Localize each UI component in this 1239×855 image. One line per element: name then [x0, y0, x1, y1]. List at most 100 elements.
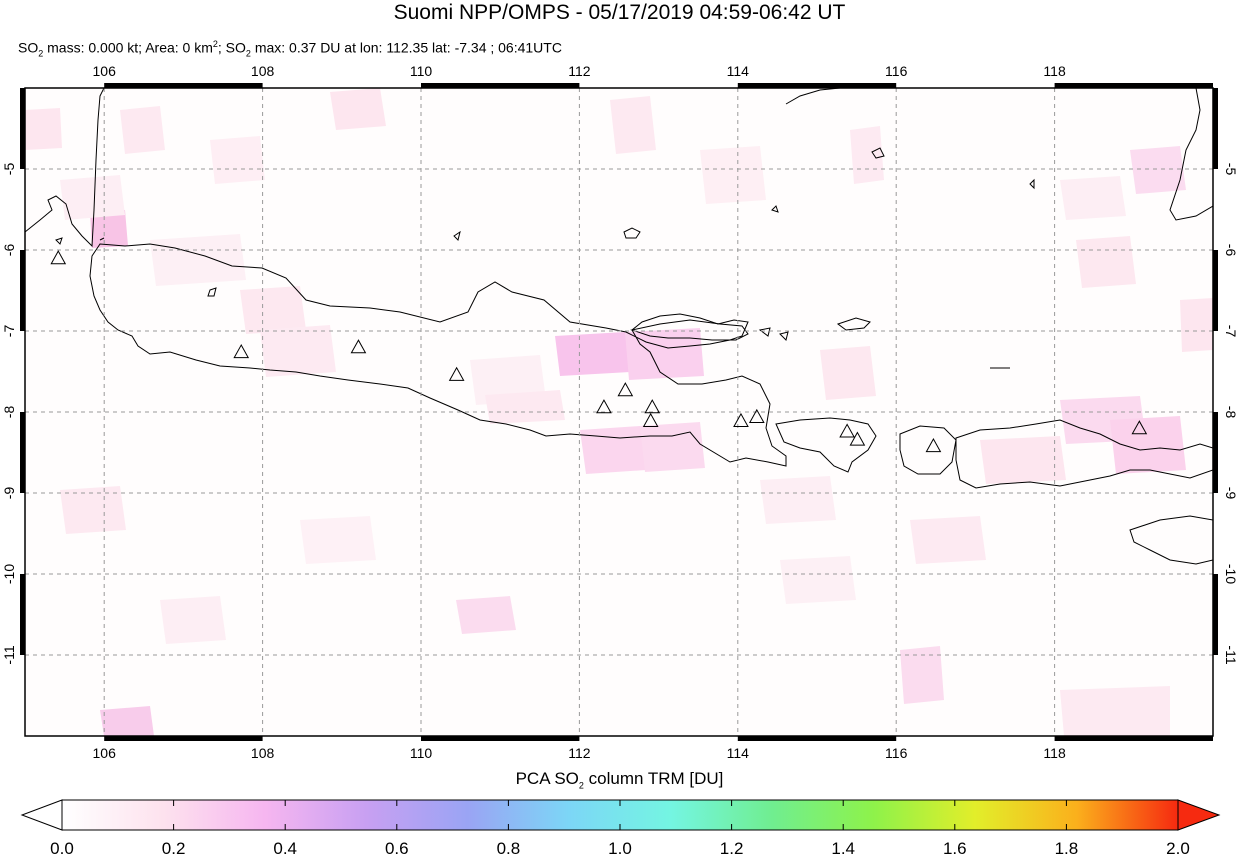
so2-swath-pixel: [60, 175, 125, 220]
frame-segment-top: [737, 83, 897, 88]
volcano-icon: [1131, 420, 1148, 435]
so2-field-layer: [25, 88, 1213, 736]
lombok-coastline: [899, 425, 957, 475]
bali-coastline: [775, 417, 877, 473]
colorbar-tick-label: 1.8: [1055, 839, 1079, 855]
frame-segment-top: [1054, 83, 1213, 88]
so2-swath-pixel: [485, 390, 565, 424]
colorbar-tick-label: 0.6: [385, 839, 409, 855]
frame-segment-bottom: [421, 736, 580, 741]
volcano-markers: [50, 250, 1148, 453]
volcano-icon: [596, 399, 612, 414]
so2-swath-pixel: [1060, 686, 1170, 736]
map-frame: [24, 87, 1214, 737]
colorbar-tick-label: 1.2: [720, 839, 744, 855]
so2-swath-pixel: [980, 436, 1066, 484]
lon-tick-label: 106: [93, 63, 117, 79]
lon-tick-label: 108: [251, 63, 275, 79]
sumba-coastline: [1129, 515, 1213, 565]
volcano-icon: [50, 250, 67, 265]
colorbar-tick-label: 0.2: [162, 839, 186, 855]
so2-swath-pixel: [580, 426, 646, 474]
so2-swath-pixel: [850, 126, 884, 184]
lon-labels-bottom: 106 108 110 112 114 116 118: [93, 745, 1066, 761]
graticule-grid: [25, 88, 1213, 736]
sulawesi-coastline: [1169, 88, 1213, 221]
lat-tick-label: -8: [1, 406, 17, 419]
so2-swath-pixel: [910, 516, 986, 564]
so2-swath-pixel: [1110, 416, 1186, 474]
so2-swath-pixel: [555, 332, 630, 376]
lon-labels-top: 106 108 110 112 114 116 118: [93, 63, 1066, 79]
colorbar-tick-label: 0.8: [497, 839, 521, 855]
lat-tick-label: -10: [1223, 564, 1239, 584]
so2-swath-pixel: [25, 108, 62, 150]
sumbawa-coastline: [955, 419, 1213, 489]
lon-tick-label: 112: [568, 63, 591, 79]
so2-swath-pixel: [640, 422, 705, 472]
colorbar-ticks: 0.0 0.2 0.4 0.6 0.8 1.0 1.2 1.4 1.6 1.8 2.0: [50, 800, 1190, 855]
lon-tick-label: 110: [410, 745, 433, 761]
volcano-icon: [925, 437, 942, 453]
volcano-icon: [350, 339, 367, 354]
kalimantan-coastline: [785, 88, 841, 105]
lon-tick-label: 110: [410, 63, 433, 79]
figure-title: Suomi NPP/OMPS - 05/17/2019 04:59-06:42 …: [393, 1, 846, 24]
lat-tick-label: -8: [1223, 406, 1239, 419]
lat-tick-label: -9: [1223, 487, 1239, 500]
so2-swath-pixel: [900, 646, 944, 704]
so2-swath-pixel: [240, 286, 306, 334]
colorbar-max-arrow: [1177, 799, 1221, 831]
so2-swath-pixel: [700, 146, 766, 204]
colorbar: 0.0 0.2 0.4 0.6 0.8 1.0 1.2 1.4 1.6 1.8 2.0: [20, 799, 1221, 855]
so2-swath-pixel: [330, 88, 386, 130]
volcano-icon: [448, 366, 465, 381]
frame-segment-left: [20, 250, 25, 331]
so2-swath-pixel: [150, 234, 246, 286]
lon-tick-label: 116: [885, 745, 908, 761]
lat-tick-label: -9: [1, 487, 17, 500]
lat-labels-left: -5 -6 -7 -8 -9 -10 -11: [1, 163, 17, 665]
colorbar-tick-label: 1.6: [943, 839, 967, 855]
java-coastline: [89, 243, 787, 467]
bawean-island: [623, 227, 641, 239]
so2-swath-pixel: [160, 596, 226, 644]
madura-coastline: [630, 319, 749, 341]
lat-tick-label: -7: [1, 325, 17, 338]
lat-tick-label: -5: [1223, 163, 1239, 176]
frame-segment-right: [1213, 574, 1218, 655]
lon-tick-label: 108: [251, 745, 275, 761]
sumatra-coastline: [25, 88, 105, 248]
lon-tick-label: 118: [1043, 745, 1066, 761]
volcano-icon: [233, 344, 250, 359]
so2-swath-pixel: [760, 476, 836, 524]
lat-tick-label: -11: [1223, 645, 1239, 664]
kangean-islands: [758, 317, 871, 341]
volcano-icon: [642, 412, 659, 428]
frame-segment-bottom: [737, 736, 897, 741]
lon-tick-label: 106: [93, 745, 117, 761]
lat-tick-label: -10: [1, 564, 17, 584]
lon-tick-label: 118: [1043, 63, 1066, 79]
lat-tick-label: -6: [1, 244, 17, 257]
frame-segment-right: [1213, 412, 1218, 493]
coastline-layer: [25, 88, 1213, 565]
frame-segment-bottom: [104, 736, 263, 741]
so2-swath-pixel: [820, 346, 876, 400]
frame-segment-right: [1213, 250, 1218, 331]
so2-swath-pixel: [1076, 236, 1136, 288]
colorbar-tick-label: 0.4: [273, 839, 297, 855]
so2-swath-pixel: [625, 328, 704, 380]
so2-swath-pixel: [1060, 176, 1126, 220]
colorbar-tick-label: 1.0: [608, 839, 632, 855]
colorbar-tick-label: 0.0: [50, 839, 74, 855]
volcano-icon: [617, 382, 634, 397]
so2-swath-pixel: [120, 106, 165, 154]
colorbar-title: PCA SO2 column TRM [DU]: [515, 769, 724, 791]
frame-segment-right: [1213, 88, 1218, 169]
so2-swath-pixel: [210, 136, 265, 184]
volcano-icon: [849, 431, 866, 446]
so2-swath-pixel: [780, 556, 856, 604]
so2-swath-pixel: [100, 706, 154, 736]
